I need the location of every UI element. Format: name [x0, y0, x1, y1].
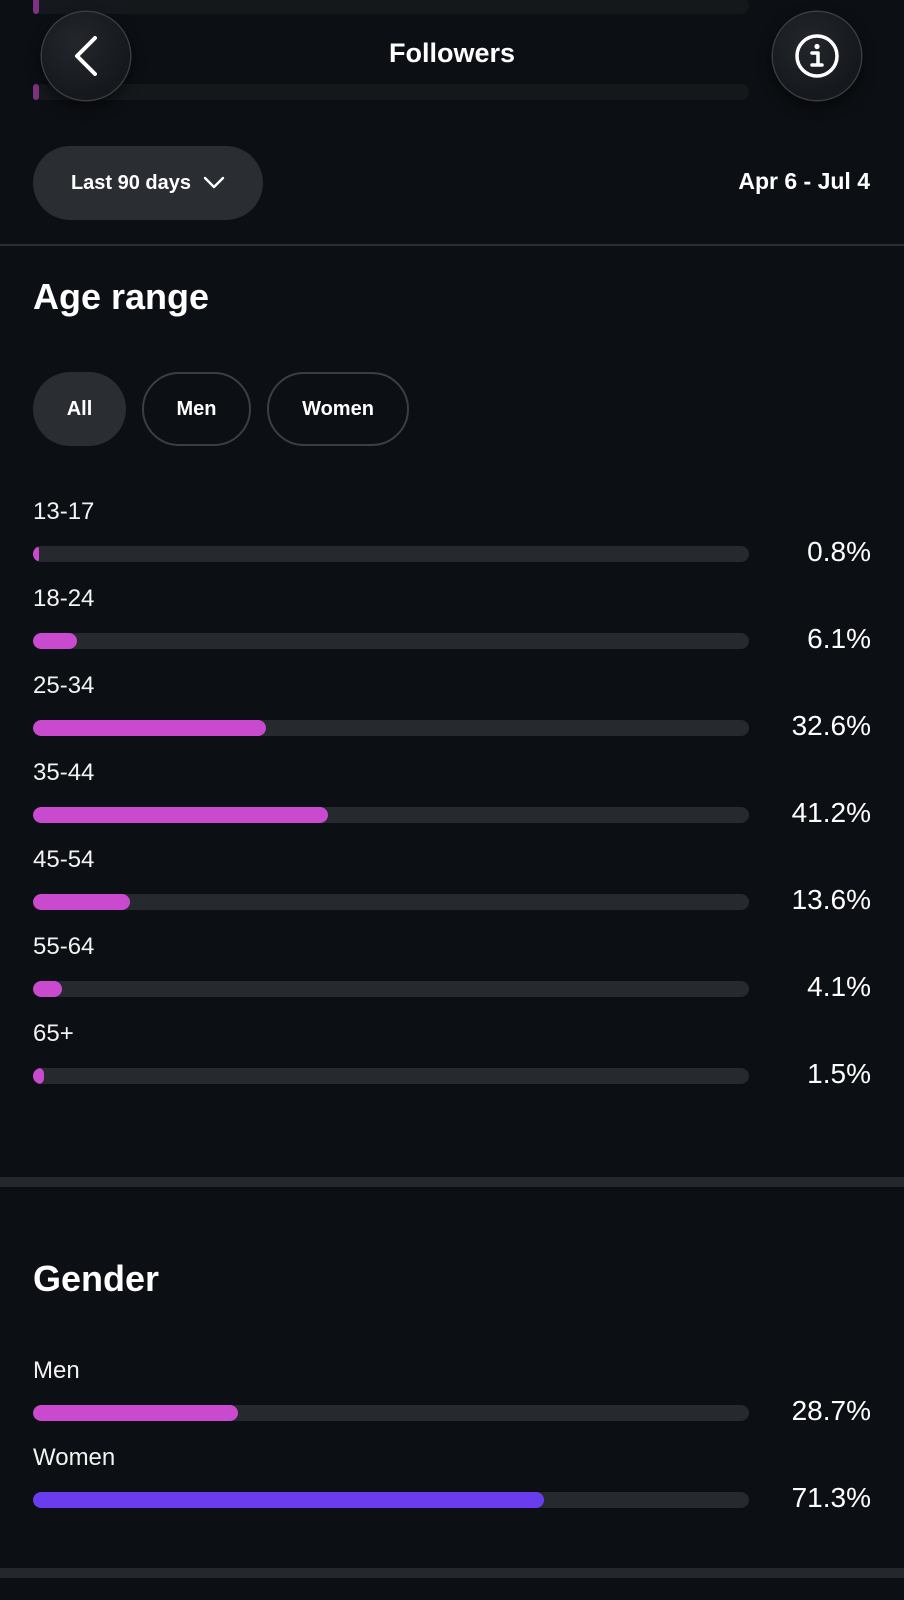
list-item: 25-34 32.6% — [33, 672, 871, 752]
row-percentage: 0.8% — [807, 536, 871, 567]
row-label: Men — [33, 1357, 80, 1384]
date-range-dropdown-label: Last 90 days — [70, 171, 192, 194]
bar-track — [33, 720, 749, 736]
list-item: 55-64 4.1% — [33, 933, 871, 1013]
row-label: Women — [33, 1444, 116, 1471]
bar-track — [33, 1492, 749, 1508]
bar-track — [33, 894, 749, 910]
list-item: 18-24 6.1% — [33, 585, 871, 665]
age-range-title: Age range — [33, 276, 210, 317]
section-separator — [0, 1177, 904, 1187]
bar-fill — [33, 1405, 239, 1421]
row-label: 25-34 — [33, 672, 95, 699]
bar-fill — [33, 546, 39, 562]
chip-all[interactable]: All — [33, 372, 126, 446]
bar-fill — [33, 807, 328, 823]
top-header: Followers — [0, 0, 904, 115]
row-label: 18-24 — [33, 585, 95, 612]
date-range-dropdown[interactable]: Last 90 days — [33, 146, 263, 220]
bar-track — [33, 633, 749, 649]
bar-track — [33, 1068, 749, 1084]
chip-men[interactable]: Men — [142, 372, 251, 446]
chevron-left-icon — [75, 36, 97, 76]
bar-fill — [33, 720, 267, 736]
bar-track — [33, 981, 749, 997]
row-label: 45-54 — [33, 846, 95, 873]
row-label: 35-44 — [33, 759, 95, 786]
chevron-down-icon — [203, 176, 225, 189]
page-title: Followers — [388, 38, 516, 68]
scrolled-bar-ghost — [33, 84, 749, 100]
bar-fill — [33, 981, 63, 997]
list-item: Women 71.3% — [33, 1444, 871, 1524]
info-circle-icon — [795, 34, 839, 78]
bar-track — [33, 546, 749, 562]
chip-women[interactable]: Women — [267, 372, 409, 446]
bar-fill — [33, 894, 131, 910]
list-item: 35-44 41.2% — [33, 759, 871, 839]
bar-fill — [33, 1492, 544, 1508]
list-item: Men 28.7% — [33, 1357, 871, 1437]
back-button[interactable] — [42, 12, 130, 100]
list-item: 45-54 13.6% — [33, 846, 871, 926]
row-label: 55-64 — [33, 933, 95, 960]
info-button[interactable] — [773, 12, 861, 100]
gender-title: Gender — [33, 1258, 160, 1299]
bar-fill — [33, 633, 77, 649]
section-separator — [0, 1568, 904, 1578]
divider — [0, 244, 904, 246]
list-item: 65+ 1.5% — [33, 1020, 871, 1100]
date-range-text: Apr 6 - Jul 4 — [738, 168, 870, 194]
list-item: 13-17 0.8% — [33, 498, 871, 578]
row-percentage: 41.2% — [791, 797, 871, 828]
bar-track — [33, 807, 749, 823]
row-percentage: 4.1% — [807, 971, 871, 1002]
bar-track — [33, 1405, 749, 1421]
row-percentage: 13.6% — [791, 884, 871, 915]
row-label: 13-17 — [33, 498, 95, 525]
row-percentage: 32.6% — [791, 710, 871, 741]
bar-fill — [33, 1068, 44, 1084]
scrolled-bar-ghost — [33, 0, 749, 14]
row-label: 65+ — [33, 1020, 74, 1047]
row-percentage: 28.7% — [791, 1395, 871, 1426]
row-percentage: 71.3% — [791, 1482, 871, 1513]
row-percentage: 6.1% — [807, 623, 871, 654]
row-percentage: 1.5% — [807, 1058, 871, 1089]
